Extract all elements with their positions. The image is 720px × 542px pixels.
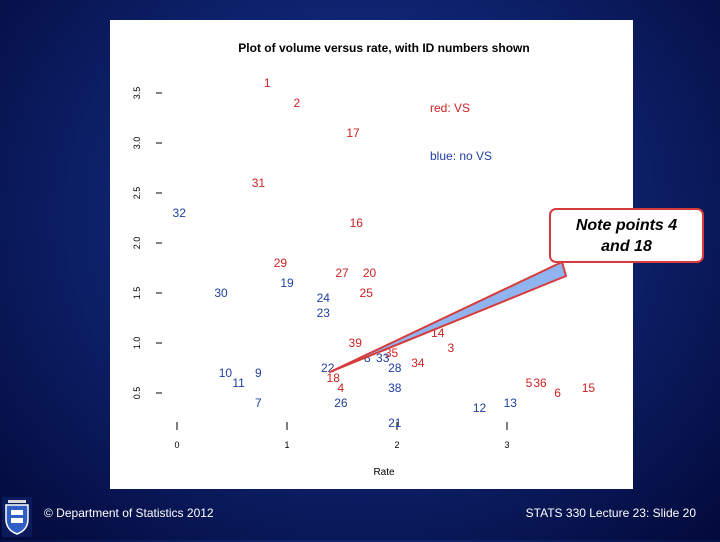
plot-panel: Plot of volume versus rate, with ID numb…	[110, 20, 633, 489]
point-label-20: 20	[363, 266, 377, 280]
point-label-23: 23	[317, 306, 331, 320]
legend: red: VS blue: no VS	[430, 101, 492, 163]
point-label-16: 16	[350, 216, 364, 230]
x-tick-label: 1	[284, 440, 289, 450]
point-label-19: 19	[280, 276, 294, 290]
point-label-21: 21	[388, 416, 402, 430]
x-tick-label: 0	[174, 440, 179, 450]
point-label-3: 3	[448, 341, 455, 355]
point-label-27: 27	[335, 266, 349, 280]
callout-line-1: Note points 4	[575, 217, 678, 234]
point-label-32: 32	[173, 206, 187, 220]
copyright-text: © Department of Statistics 2012	[44, 506, 214, 520]
note-callout: Note points 4 and 18	[549, 208, 704, 263]
y-tick-label: 0.5	[132, 387, 142, 400]
y-tick-label: 2.0	[132, 237, 142, 250]
point-label-14: 14	[431, 326, 445, 340]
chart-title: Plot of volume versus rate, with ID numb…	[238, 41, 529, 55]
point-label-31: 31	[252, 176, 266, 190]
point-label-38: 38	[388, 381, 402, 395]
slide-reference: STATS 330 Lecture 23: Slide 20	[525, 506, 696, 520]
point-label-36: 36	[533, 376, 547, 390]
point-label-12: 12	[473, 401, 487, 415]
point-label-15: 15	[582, 381, 596, 395]
point-label-1: 1	[264, 76, 271, 90]
y-tick-label: 2.5	[132, 187, 142, 200]
scatter-plot: Plot of volume versus rate, with ID numb…	[132, 41, 596, 478]
point-label-13: 13	[504, 396, 518, 410]
x-tick-label: 2	[394, 440, 399, 450]
x-tick-label: 3	[504, 440, 509, 450]
y-tick-label: 3.0	[132, 137, 142, 150]
point-label-5: 5	[526, 376, 533, 390]
point-label-29: 29	[274, 256, 288, 270]
x-axis-label: Rate	[373, 467, 395, 478]
point-label-22: 22	[321, 361, 335, 375]
university-crest-icon	[2, 497, 32, 537]
point-label-7: 7	[255, 396, 262, 410]
point-label-39: 39	[349, 336, 363, 350]
legend-entry: blue: no VS	[430, 149, 492, 163]
point-label-17: 17	[346, 126, 360, 140]
point-label-6: 6	[554, 386, 561, 400]
point-label-26: 26	[334, 396, 348, 410]
point-label-10: 10	[219, 366, 233, 380]
point-label-24: 24	[317, 291, 331, 305]
point-label-34: 34	[411, 356, 425, 370]
y-tick-label: 1.5	[132, 287, 142, 300]
point-label-4: 4	[338, 381, 345, 395]
y-tick-label: 1.0	[132, 337, 142, 350]
point-label-30: 30	[214, 286, 228, 300]
point-label-8: 8	[364, 351, 371, 365]
legend-entry: red: VS	[430, 101, 470, 115]
point-label-9: 9	[255, 366, 262, 380]
point-label-11: 11	[232, 376, 245, 390]
callout-line-2: and 18	[601, 238, 652, 255]
point-label-28: 28	[388, 361, 402, 375]
axes: 0 1 2 30.51.01.52.02.53.03.5	[132, 87, 510, 450]
point-label-25: 25	[360, 286, 374, 300]
point-label-2: 2	[294, 96, 301, 110]
point-label-18: 18	[327, 371, 341, 385]
y-tick-label: 3.5	[132, 87, 142, 100]
